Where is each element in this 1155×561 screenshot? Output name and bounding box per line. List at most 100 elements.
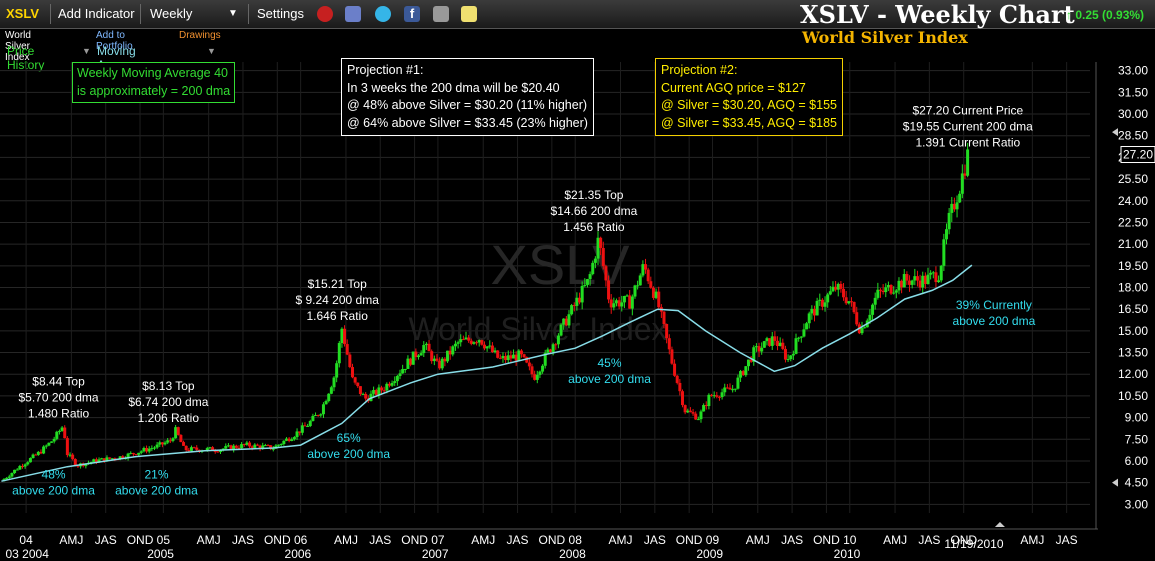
candle-down bbox=[234, 445, 238, 448]
candle-down bbox=[469, 340, 473, 344]
candle-down bbox=[604, 266, 608, 281]
candle-down bbox=[316, 415, 320, 417]
alarm-clock-icon[interactable] bbox=[317, 6, 333, 22]
candle-up bbox=[84, 463, 88, 467]
candle-down bbox=[842, 288, 846, 298]
candle-up bbox=[55, 431, 59, 439]
candle-down bbox=[73, 459, 77, 466]
candle-down bbox=[350, 367, 354, 378]
candle-down bbox=[665, 323, 669, 339]
chevron-down-icon[interactable]: ▼ bbox=[228, 8, 238, 19]
y-tick-label: 21.00 bbox=[1118, 237, 1148, 251]
candle-up bbox=[517, 350, 521, 361]
candle-up bbox=[321, 404, 325, 415]
twitter-icon[interactable] bbox=[375, 6, 391, 22]
annotation-text: 45% bbox=[598, 356, 622, 370]
candle-up bbox=[654, 291, 658, 298]
annotation-text: 21% bbox=[144, 467, 168, 481]
candle-down bbox=[749, 359, 753, 362]
candle-down bbox=[776, 340, 780, 346]
candle-down bbox=[889, 284, 893, 294]
candle-down bbox=[783, 348, 787, 360]
candle-up bbox=[868, 314, 872, 321]
candle-up bbox=[931, 272, 935, 274]
candle-down bbox=[248, 442, 252, 447]
candle-down bbox=[533, 374, 537, 380]
candle-down bbox=[839, 283, 843, 289]
candle-down bbox=[303, 425, 307, 427]
candle-up bbox=[147, 448, 151, 452]
x-tick-label: 04 bbox=[19, 533, 33, 547]
candle-down bbox=[250, 446, 254, 448]
add-indicator-button[interactable]: Add Indicator bbox=[58, 6, 135, 21]
candle-up bbox=[253, 444, 257, 448]
annotation-text: $8.13 Top bbox=[142, 379, 195, 393]
candle-up bbox=[129, 452, 133, 454]
add-to-portfolio-link[interactable]: Add to Portfolio bbox=[96, 30, 133, 52]
candle-up bbox=[158, 442, 162, 445]
candle-down bbox=[108, 457, 112, 459]
candle-down bbox=[609, 299, 613, 308]
drawings-link[interactable]: Drawings bbox=[179, 30, 221, 41]
candle-up bbox=[538, 371, 542, 375]
candle-up bbox=[939, 265, 943, 281]
candle-down bbox=[258, 445, 262, 449]
candle-up bbox=[826, 294, 830, 303]
candle-up bbox=[419, 353, 423, 356]
y-tick-label: 7.50 bbox=[1125, 432, 1149, 446]
candle-up bbox=[218, 449, 222, 452]
candle-up bbox=[955, 202, 959, 210]
candle-up bbox=[361, 393, 365, 395]
candle-down bbox=[564, 318, 568, 326]
chevron-down-icon[interactable]: ▼ bbox=[207, 46, 216, 56]
x-tick-label: AMJ bbox=[471, 533, 495, 547]
candle-up bbox=[221, 448, 225, 450]
candle-up bbox=[892, 292, 896, 294]
note-icon[interactable] bbox=[461, 6, 477, 22]
settings-button[interactable]: Settings bbox=[257, 6, 304, 21]
candle-up bbox=[823, 302, 827, 307]
y-tick-label: 4.50 bbox=[1125, 476, 1149, 490]
candle-down bbox=[881, 290, 885, 293]
note-line: Current AGQ price = $127 bbox=[661, 80, 806, 95]
book-icon[interactable] bbox=[345, 6, 361, 22]
candle-up bbox=[950, 203, 954, 213]
candle-down bbox=[102, 458, 106, 462]
candle-up bbox=[873, 297, 877, 305]
watermark-symbol: XSLV bbox=[490, 233, 630, 296]
candle-down bbox=[849, 301, 853, 303]
candle-down bbox=[820, 299, 824, 307]
chevron-down-icon[interactable]: ▼ bbox=[82, 46, 91, 56]
candle-up bbox=[944, 229, 948, 240]
annotation-text: $27.20 Current Price bbox=[912, 104, 1023, 118]
x-tick-label: 06 bbox=[294, 533, 308, 547]
note-line: @ 64% above Silver = $33.45 (23% higher) bbox=[347, 115, 588, 130]
candle-down bbox=[213, 450, 217, 452]
camera-icon[interactable] bbox=[433, 6, 449, 22]
x-tick-label: AMJ bbox=[1020, 533, 1044, 547]
candle-up bbox=[319, 414, 323, 416]
facebook-icon[interactable]: f bbox=[404, 6, 420, 22]
candle-up bbox=[762, 341, 766, 348]
candle-down bbox=[578, 297, 582, 303]
candle-up bbox=[723, 387, 727, 393]
candle-up bbox=[929, 272, 933, 275]
candle-up bbox=[142, 447, 146, 452]
candle-up bbox=[390, 382, 394, 386]
candle-down bbox=[757, 346, 761, 352]
chart-subtitle: World Silver Index bbox=[802, 28, 968, 47]
interval-select[interactable]: Weekly bbox=[150, 6, 193, 21]
x-tick-label: JAS bbox=[644, 533, 666, 547]
symbol-label[interactable]: XSLV bbox=[6, 6, 39, 21]
x-tick-label: 08 bbox=[569, 533, 583, 547]
candle-up bbox=[324, 401, 328, 405]
candle-down bbox=[382, 390, 386, 392]
candle-down bbox=[952, 203, 956, 210]
candle-down bbox=[675, 375, 679, 383]
annotation-text: 48% bbox=[42, 467, 66, 481]
x-tick-label: JAS bbox=[95, 533, 117, 547]
candle-up bbox=[110, 458, 114, 460]
candle-down bbox=[430, 351, 434, 362]
candle-up bbox=[712, 395, 716, 397]
candle-down bbox=[934, 272, 938, 283]
